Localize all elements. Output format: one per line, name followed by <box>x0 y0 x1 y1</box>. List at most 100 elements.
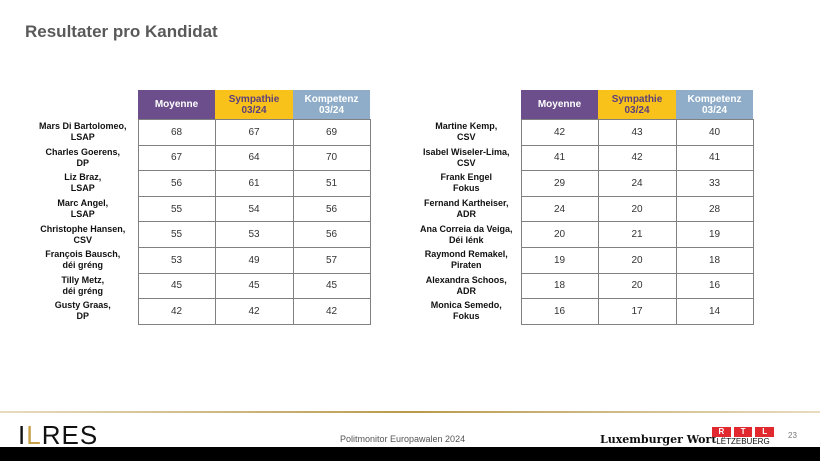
party: ADR <box>456 209 477 220</box>
column-header: Kompetenz 03/24 <box>676 90 753 120</box>
party: LSAP <box>70 209 95 220</box>
candidate-name: Fernand Kartheiser, ADR <box>412 196 521 222</box>
name: Fernand Kartheiser, <box>423 198 509 209</box>
score-cell: 28 <box>675 195 754 223</box>
party: CSV <box>456 132 476 143</box>
score-cell: 57 <box>292 246 371 274</box>
score-cell: 53 <box>137 246 216 274</box>
column-header: Sympathie 03/24 <box>598 90 676 120</box>
table-row: Fernand Kartheiser, ADR 24 20 28 <box>412 195 754 223</box>
table-row: Charles Goerens, DP 67 64 70 <box>28 144 371 172</box>
score-cell: 55 <box>137 221 216 248</box>
results-table-right: Moyenne Sympathie 03/24 Kompetenz 03/24 Marti… <box>412 90 754 325</box>
score-cell: 55 <box>137 195 216 223</box>
candidate-name: Charles Goerens, DP <box>28 145 138 171</box>
table-row: Tilly Metz, déi gréng 45 45 45 <box>28 272 371 300</box>
score-cell: 41 <box>520 144 599 172</box>
table-row: Martine Kemp, CSV 42 43 40 <box>412 119 754 146</box>
score-cell: 45 <box>137 272 216 300</box>
name: Mars Di Bartolomeo, <box>38 121 127 132</box>
candidate-name: Raymond Remakel, Piraten <box>412 247 521 273</box>
party: DP <box>76 311 89 322</box>
footer-divider <box>0 411 820 413</box>
party: CSV <box>456 157 476 168</box>
candidate-name: Marc Angel, LSAP <box>28 196 138 222</box>
score-cell: 29 <box>520 170 599 197</box>
score-cell: 18 <box>675 246 754 274</box>
score-cell: 42 <box>214 298 294 325</box>
table-row: Gusty Graas, DP 42 42 42 <box>28 298 371 325</box>
name: Isabel Wiseler-Lima, <box>423 146 510 157</box>
score-cell: 67 <box>137 144 216 172</box>
name: Gusty Graas, <box>54 300 111 311</box>
score-cell: 68 <box>137 119 216 146</box>
footer-text: Politmonitor Europawalen 2024 <box>340 434 466 444</box>
candidate-name: Ana Correia da Veiga, Déi lénk <box>412 222 521 248</box>
table-row: Marc Angel, LSAP 55 54 56 <box>28 195 371 223</box>
corner <box>412 90 521 120</box>
party: LSAP <box>70 132 95 143</box>
score-cell: 45 <box>292 272 371 300</box>
score-cell: 19 <box>675 221 754 248</box>
rtl-t: T <box>733 427 753 437</box>
table-row: Ana Correia da Veiga, Déi lénk 20 21 19 <box>412 221 754 248</box>
party: Piraten <box>450 260 482 271</box>
score-cell: 40 <box>675 119 754 146</box>
party: CSV <box>73 234 92 245</box>
candidate-name: Isabel Wiseler-Lima, CSV <box>412 145 521 171</box>
score-cell: 17 <box>597 298 677 325</box>
party: LSAP <box>70 183 95 194</box>
score-cell: 56 <box>292 221 371 248</box>
score-cell: 53 <box>214 221 294 248</box>
score-cell: 20 <box>597 246 677 274</box>
table-row: Mars Di Bartolomeo, LSAP 68 67 69 <box>28 119 371 146</box>
score-cell: 45 <box>214 272 294 300</box>
score-cell: 69 <box>292 119 371 146</box>
candidate-name: François Bausch, déi gréng <box>28 247 138 273</box>
score-cell: 16 <box>675 272 754 300</box>
score-cell: 24 <box>520 195 599 223</box>
table-row: Isabel Wiseler-Lima, CSV 41 42 41 <box>412 144 754 172</box>
score-cell: 24 <box>597 170 677 197</box>
name: Martine Kemp, <box>435 121 498 132</box>
table-row: Frank Engel Fokus 29 24 33 <box>412 170 754 197</box>
score-cell: 42 <box>292 298 371 325</box>
results-table-left: Moyenne Sympathie 03/24 Kompetenz 03/24 Mars … <box>28 90 371 325</box>
party: DP <box>76 157 89 168</box>
score-cell: 20 <box>597 195 677 223</box>
corner <box>28 90 138 120</box>
candidate-name: Frank Engel Fokus <box>412 171 521 197</box>
score-cell: 19 <box>520 246 599 274</box>
score-cell: 64 <box>214 144 294 172</box>
luxemburger-wort-logo: Luxemburger Wort <box>600 433 717 446</box>
table-row: Liz Braz, LSAP 56 61 51 <box>28 170 371 197</box>
rtl-l: L <box>755 427 775 437</box>
party: Fokus <box>452 183 480 194</box>
candidate-name: Martine Kemp, CSV <box>412 120 521 146</box>
score-cell: 56 <box>292 195 371 223</box>
name: François Bausch, <box>45 249 121 260</box>
party: Fokus <box>452 311 480 322</box>
candidate-name: Gusty Graas, DP <box>28 299 138 325</box>
score-cell: 61 <box>214 170 294 197</box>
candidate-name: Monica Semedo, Fokus <box>412 299 521 325</box>
score-cell: 18 <box>520 272 599 300</box>
score-cell: 42 <box>137 298 216 325</box>
score-cell: 33 <box>675 170 754 197</box>
column-header: Kompetenz 03/24 <box>293 90 370 120</box>
candidate-name: Christophe Hansen, CSV <box>28 222 138 248</box>
rtl-r: R <box>712 427 731 437</box>
candidate-name: Mars Di Bartolomeo, LSAP <box>28 120 138 146</box>
score-cell: 49 <box>214 246 294 274</box>
score-cell: 54 <box>214 195 294 223</box>
table-row: François Bausch, déi gréng 53 49 57 <box>28 246 371 274</box>
name: Ana Correia da Veiga, <box>419 223 513 234</box>
score-cell: 70 <box>292 144 371 172</box>
table-row: Alexandra Schoos, ADR 18 20 16 <box>412 272 754 300</box>
party: déi gréng <box>62 260 103 271</box>
score-cell: 56 <box>137 170 216 197</box>
column-header: Sympathie 03/24 <box>215 90 293 120</box>
table-row: Christophe Hansen, CSV 55 53 56 <box>28 221 371 248</box>
name: Alexandra Schoos, <box>425 274 507 285</box>
